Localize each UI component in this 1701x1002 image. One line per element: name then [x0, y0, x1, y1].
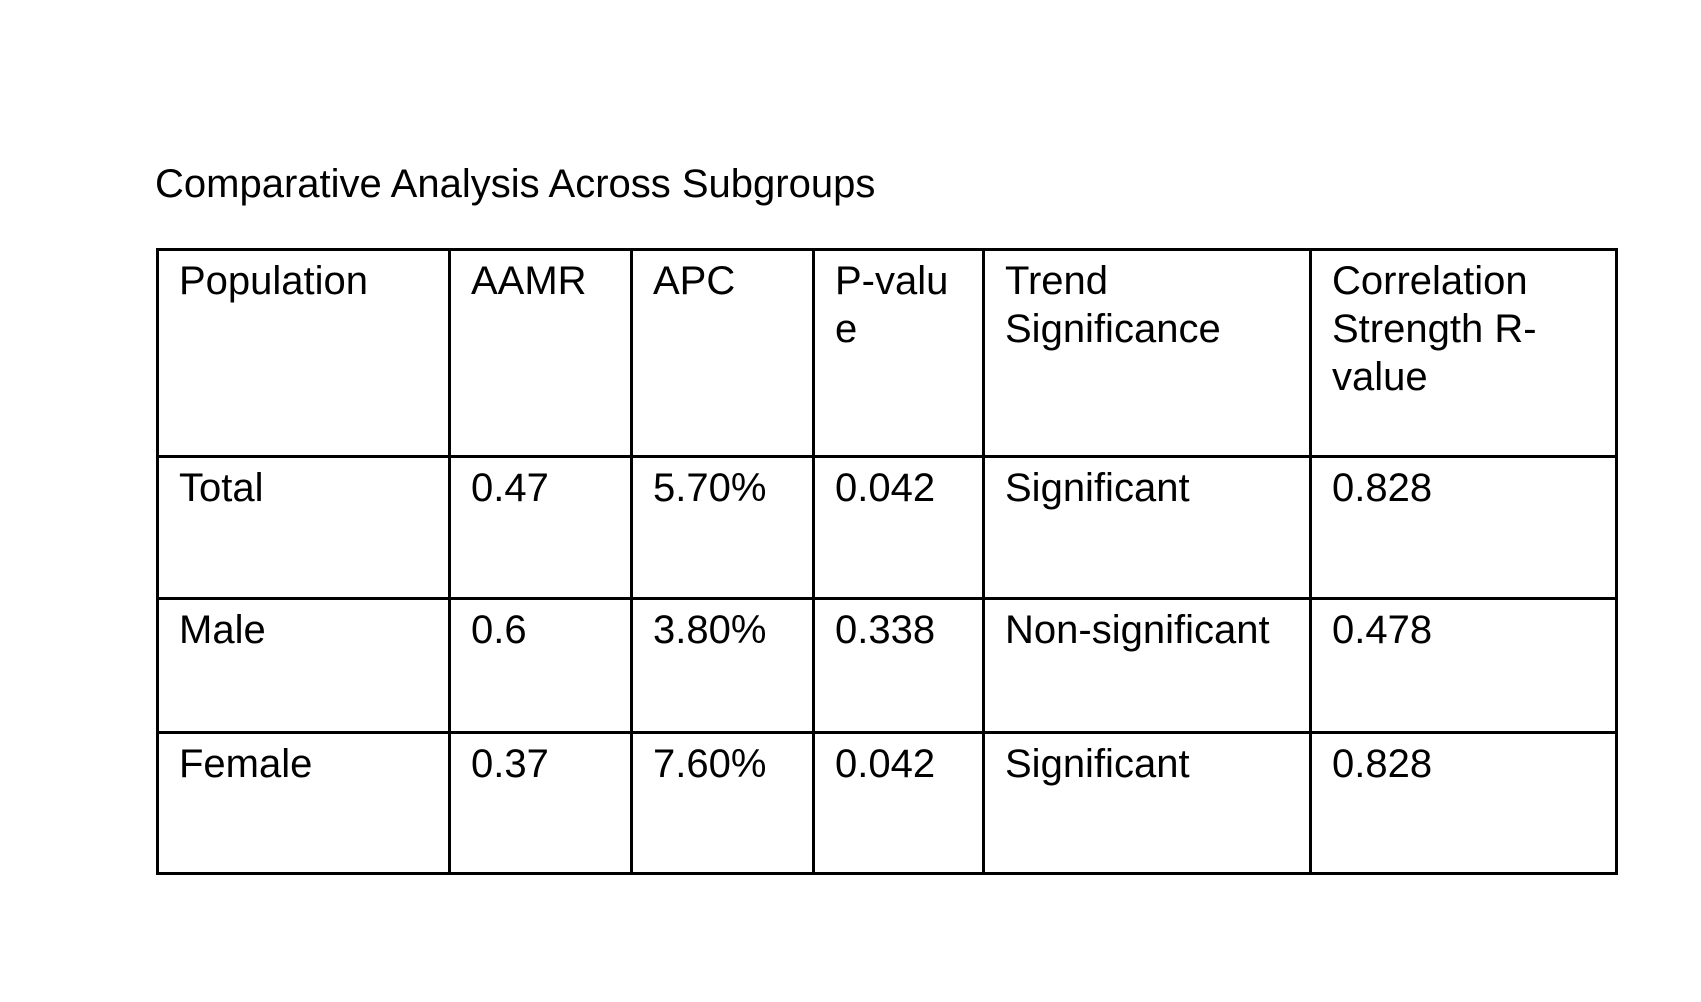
cell-apc: 3.80% [630, 597, 815, 734]
cell-trend-significance: Significant [982, 455, 1312, 600]
cell-apc: 7.60% [630, 731, 815, 875]
cell-population: Male [156, 597, 451, 734]
data-table: Population AAMR APC P-value Trend Signif… [156, 248, 1618, 875]
table-row: Male 0.6 3.80% 0.338 Non-significant 0.4… [156, 597, 1618, 734]
header-row: Population AAMR APC P-value Trend Signif… [156, 248, 1618, 458]
cell-r-value: 0.828 [1309, 731, 1618, 875]
cell-r-value: 0.828 [1309, 455, 1618, 600]
cell-p-value: 0.042 [812, 455, 985, 600]
cell-aamr: 0.37 [448, 731, 633, 875]
cell-apc: 5.70% [630, 455, 815, 600]
header-population: Population [156, 248, 451, 458]
cell-trend-significance: Non-significant [982, 597, 1312, 734]
table-row: Total 0.47 5.70% 0.042 Significant 0.828 [156, 455, 1618, 600]
header-trend-significance: Trend Significance [982, 248, 1312, 458]
header-p-value: P-value [812, 248, 985, 458]
cell-population: Female [156, 731, 451, 875]
header-correlation-strength: Correlation Strength R-value [1309, 248, 1618, 458]
cell-aamr: 0.6 [448, 597, 633, 734]
header-aamr: AAMR [448, 248, 633, 458]
cell-trend-significance: Significant [982, 731, 1312, 875]
table-row: Female 0.37 7.60% 0.042 Significant 0.82… [156, 731, 1618, 875]
cell-aamr: 0.47 [448, 455, 633, 600]
header-apc: APC [630, 248, 815, 458]
cell-r-value: 0.478 [1309, 597, 1618, 734]
cell-p-value: 0.338 [812, 597, 985, 734]
table-title: Comparative Analysis Across Subgroups [155, 162, 876, 206]
cell-p-value: 0.042 [812, 731, 985, 875]
cell-population: Total [156, 455, 451, 600]
